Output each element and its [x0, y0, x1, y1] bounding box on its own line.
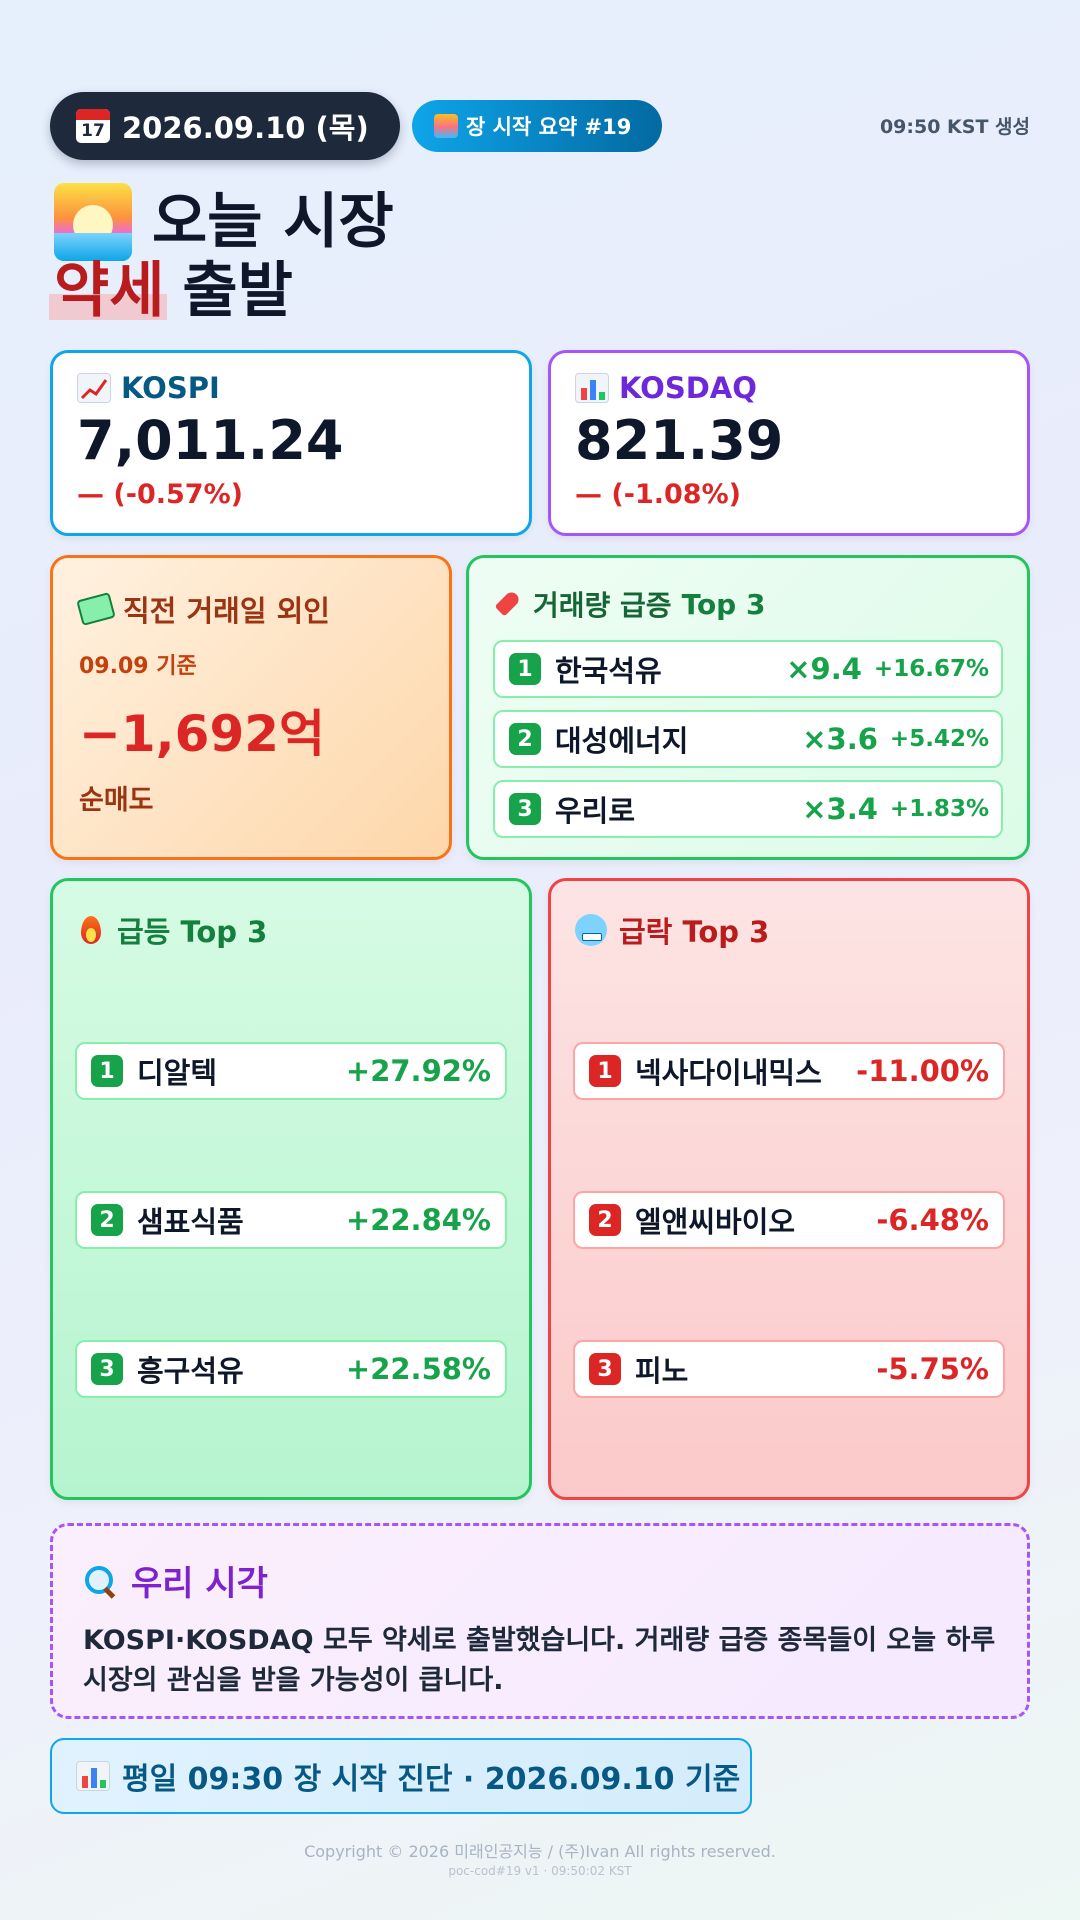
foreign-date-basis: 09.09 기준 [79, 654, 197, 679]
stock-name: 우리로 [555, 794, 636, 828]
volume-title: 거래량 급증 [533, 589, 672, 622]
rocket-icon [493, 589, 523, 619]
calendar-icon: 17 [76, 109, 110, 143]
volume-multiple: ×3.4 [802, 792, 878, 826]
gainer-row[interactable]: 3 흥구석유 +22.58% [75, 1340, 507, 1398]
loser-row[interactable]: 1 넥사다이내믹스 -11.00% [573, 1042, 1005, 1100]
sunrise-icon [434, 114, 458, 138]
stock-change: -5.75% [876, 1352, 989, 1386]
magnifier-icon [83, 1564, 117, 1598]
title-highlight: 약세 [54, 256, 165, 326]
kosdaq-label: KOSDAQ [619, 371, 757, 405]
kospi-card: KOSPI 7,011.24 — (-0.57%) [50, 350, 532, 536]
fire-icon [77, 914, 105, 946]
gainers-card: 급등 Top 3 1 디알텍 +27.92% 2 샘표식품 +22.84% 3 … [50, 878, 532, 1500]
stock-name: 피노 [635, 1354, 689, 1388]
stock-name: 넥사다이내믹스 [635, 1056, 822, 1090]
copyright: Copyright © 2026 미래인공지능 / (주)Ivan All ri… [304, 1842, 776, 1861]
stock-change: +5.42% [889, 726, 989, 752]
stock-change: +16.67% [873, 656, 989, 682]
page-title-line2: 약세 출발 [54, 252, 293, 330]
stock-name: 엘앤씨바이오 [635, 1205, 796, 1239]
stock-name: 디알텍 [137, 1056, 218, 1090]
volume-row[interactable]: 1 한국석유 ×9.4 +16.67% [493, 640, 1003, 698]
volume-multiple: ×9.4 [786, 652, 862, 686]
version-info: poc-cod#19 v1 · 09:50:02 KST [448, 1864, 632, 1878]
volume-row[interactable]: 2 대성에너지 ×3.6 +5.42% [493, 710, 1003, 768]
foreign-value: −1,692억 [79, 705, 326, 763]
stock-name: 흥구석유 [137, 1354, 244, 1388]
stock-change: -11.00% [856, 1054, 989, 1088]
gainer-row[interactable]: 1 디알텍 +27.92% [75, 1042, 507, 1100]
stock-change: +1.83% [889, 796, 989, 822]
rank-badge: 2 [91, 1204, 123, 1236]
foreign-label: 순매도 [79, 785, 154, 816]
losers-title: 급락 Top 3 [619, 915, 770, 949]
stock-name: 대성에너지 [555, 724, 689, 758]
generated-time: 09:50 KST 생성 [879, 116, 1030, 138]
our-view-card: 우리 시각 KOSPI·KOSDAQ 모두 약세로 출발했습니다. 거래량 급증… [50, 1523, 1030, 1719]
kospi-change: — (-0.57%) [77, 479, 243, 510]
summary-badge: 장 시작 요약 #19 [412, 100, 662, 152]
stock-name: 한국석유 [555, 654, 662, 688]
rank-badge: 3 [589, 1353, 621, 1385]
kosdaq-value: 821.39 [575, 409, 784, 472]
our-view-text: KOSPI·KOSDAQ 모두 약세로 출발했습니다. 거래량 급증 종목들이 … [83, 1621, 997, 1701]
kospi-value: 7,011.24 [77, 409, 344, 472]
rank-badge: 1 [589, 1055, 621, 1087]
volume-multiple: ×3.6 [802, 722, 878, 756]
page-title-line1: 오늘 시장 [152, 187, 394, 257]
stock-change: +22.58% [345, 1352, 491, 1386]
our-view-text-bold: KOSPI·KOSDAQ [83, 1625, 314, 1656]
cold-face-icon [575, 914, 607, 946]
kosdaq-change: — (-1.08%) [575, 479, 741, 510]
gainers-title: 급등 Top 3 [117, 915, 268, 949]
kosdaq-card: KOSDAQ 821.39 — (-1.08%) [548, 350, 1030, 536]
rank-badge: 3 [91, 1353, 123, 1385]
volume-surge-card: 거래량 급증 Top 3 1 한국석유 ×9.4 +16.67% 2 대성에너지… [466, 555, 1030, 860]
rank-badge: 3 [509, 793, 541, 825]
volume-row[interactable]: 3 우리로 ×3.4 +1.83% [493, 780, 1003, 838]
foreign-title: 직전 거래일 외인 [123, 594, 330, 628]
chart-up-icon [77, 373, 111, 403]
date-badge: 17 2026.09.10 (목) [50, 92, 400, 160]
bar-chart-icon [76, 1761, 110, 1791]
stock-change: +22.84% [345, 1203, 491, 1237]
volume-title-top: Top 3 [681, 587, 766, 621]
loser-row[interactable]: 3 피노 -5.75% [573, 1340, 1005, 1398]
our-view-text-rest: 모두 약세로 출발했습니다. 거래량 급증 종목들이 오늘 하루 시장의 관심을… [83, 1625, 996, 1696]
stock-name: 샘표식품 [137, 1205, 244, 1239]
rank-badge: 2 [509, 723, 541, 755]
diagnosis-text: 평일 09:30 장 시작 진단 · 2026.09.10 기준 [122, 1762, 741, 1797]
stock-change: +27.92% [345, 1054, 491, 1088]
diagnosis-banner: 평일 09:30 장 시작 진단 · 2026.09.10 기준 [50, 1738, 752, 1814]
title-rest: 출발 [182, 256, 293, 326]
sunrise-icon [54, 183, 132, 261]
rank-badge: 2 [589, 1204, 621, 1236]
gainer-row[interactable]: 2 샘표식품 +22.84% [75, 1191, 507, 1249]
our-view-title: 우리 시각 [131, 1564, 268, 1604]
kospi-label: KOSPI [121, 371, 220, 405]
bar-chart-icon [575, 373, 609, 403]
money-icon [76, 592, 116, 626]
rank-badge: 1 [509, 653, 541, 685]
rank-badge: 1 [91, 1055, 123, 1087]
losers-card: 급락 Top 3 1 넥사다이내믹스 -11.00% 2 엘앤씨바이오 -6.4… [548, 878, 1030, 1500]
summary-badge-label: 장 시작 요약 #19 [466, 115, 632, 139]
date-text: 2026.09.10 (목) [122, 111, 369, 145]
foreign-net-card: 직전 거래일 외인 09.09 기준 −1,692억 순매도 [50, 555, 452, 860]
loser-row[interactable]: 2 엘앤씨바이오 -6.48% [573, 1191, 1005, 1249]
stock-change: -6.48% [876, 1203, 989, 1237]
